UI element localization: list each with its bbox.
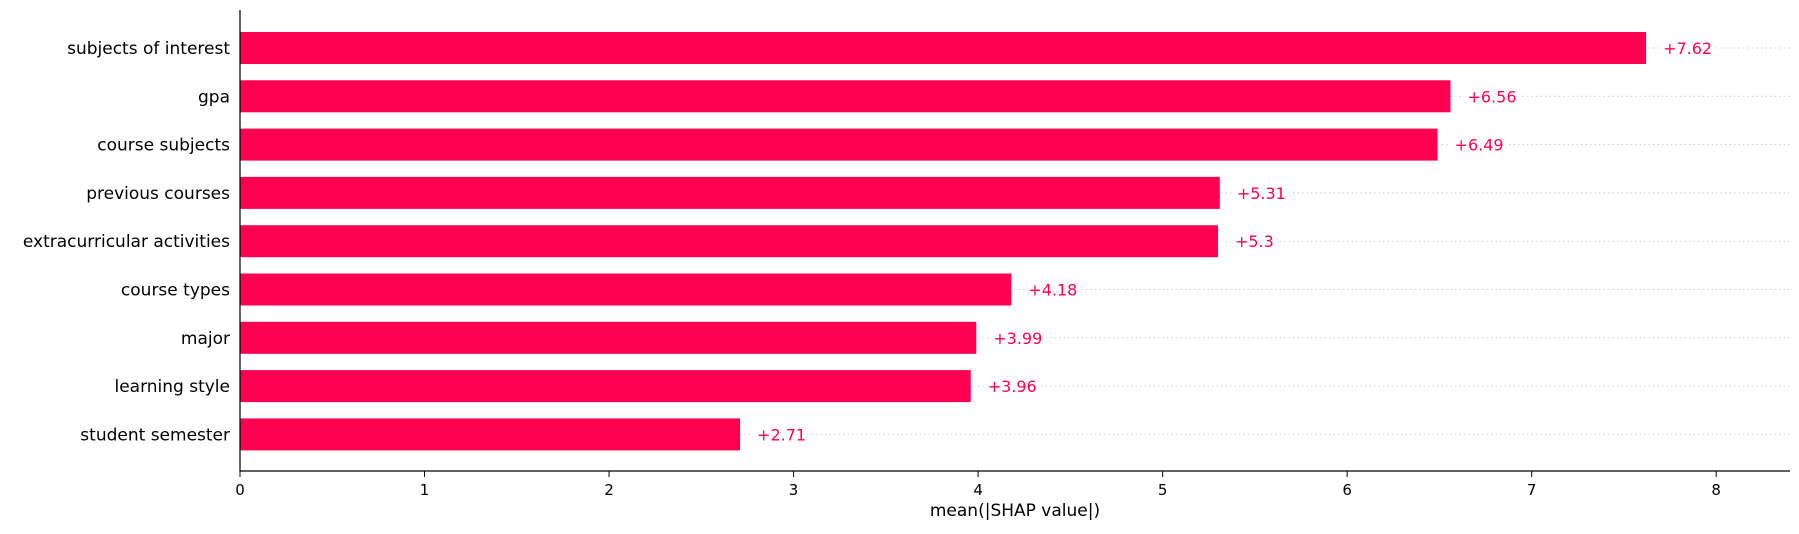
value-label-backdrop [1450,134,1508,156]
x-tick-label: 1 [420,481,430,499]
category-label: previous courses [86,184,230,204]
value-label-backdrop [1024,279,1082,301]
category-label: major [181,329,230,349]
value-label: +2.71 [757,425,806,444]
category-label: course types [121,281,230,301]
value-label-backdrop [1659,38,1717,59]
bar [240,418,741,451]
value-label: +6.56 [1467,87,1516,106]
x-axis-label: mean(|SHAP value|) [930,501,1100,521]
value-label-backdrop [989,327,1047,349]
value-labels: +7.62 +6.56 +6.49 +5.31 +5.3 +4.18 +3.99 +3.96 +… [753,38,1717,446]
value-label-backdrop [983,376,1041,398]
category-label: course subjects [97,136,230,156]
value-label: +3.99 [993,329,1042,348]
x-tick-label: 3 [789,481,799,499]
category-labels: subjects of interest gpa course subjects pr… [23,39,230,445]
category-label: student semester [80,425,230,445]
value-label: +5.31 [1237,184,1286,203]
value-label: +7.62 [1663,39,1712,58]
x-tick-label: 2 [604,481,614,499]
x-tick-label: 4 [973,481,983,499]
category-label: learning style [114,377,230,397]
value-label-backdrop [1232,182,1290,204]
value-label-backdrop [1463,86,1521,108]
value-label: +4.18 [1028,281,1077,300]
bar [240,273,1012,306]
category-label: extracurricular activities [23,232,230,252]
category-label: subjects of interest [67,39,230,59]
x-tick-label: 0 [235,481,245,499]
value-label-backdrop [1230,231,1278,253]
x-ticks: 0 1 2 3 4 5 6 7 8 [235,471,1721,499]
bar [240,225,1218,258]
value-label: +3.96 [988,377,1037,396]
category-label: gpa [198,87,230,107]
x-tick-label: 7 [1527,481,1537,499]
value-label: +5.3 [1235,232,1274,251]
bar [240,32,1647,64]
axes: 0 1 2 3 4 5 6 7 8 mean(|SHAP value|) [235,10,1790,521]
bar [240,321,977,354]
value-label: +6.49 [1455,136,1504,155]
bar [240,176,1220,209]
bar [240,370,971,403]
bar [240,80,1451,113]
x-tick-label: 8 [1711,481,1721,499]
x-tick-label: 5 [1158,481,1168,499]
x-tick-label: 6 [1342,481,1352,499]
value-label-backdrop [753,424,811,446]
bar [240,128,1438,161]
bars [240,32,1647,451]
